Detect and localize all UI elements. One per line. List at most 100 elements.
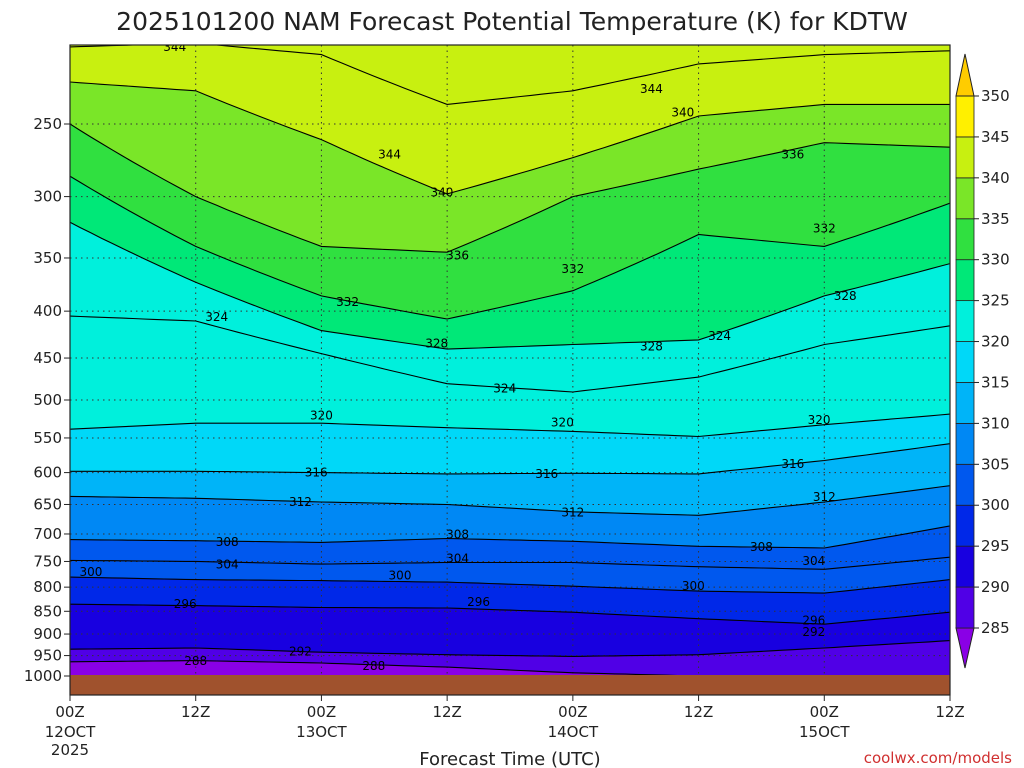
contour-labels: 344 344 344 340 340 336 336 332 332 332 328 328 328 3… xyxy=(79,40,857,673)
colorbar-label: 310 xyxy=(981,414,1010,432)
contour-label: 316 xyxy=(535,467,558,481)
colorbar-label: 325 xyxy=(981,292,1010,310)
x-tick-label: 12Z xyxy=(181,703,210,721)
contour-label: 312 xyxy=(813,490,836,504)
colorbar-label: 320 xyxy=(981,333,1010,351)
y-tick-label: 900 xyxy=(33,625,62,643)
x-tick-label: 00Z xyxy=(307,703,336,721)
contour-label: 340 xyxy=(430,186,453,200)
colorbar-segment-330 xyxy=(955,218,975,261)
x-tick-label: 00Z xyxy=(810,703,839,721)
contour-label: 304 xyxy=(446,551,469,565)
contour-300 xyxy=(70,576,950,594)
colorbar-segment-315 xyxy=(955,341,975,383)
contour-label: 304 xyxy=(216,558,239,572)
contour-label: 304 xyxy=(802,554,825,568)
contour-336 xyxy=(70,123,950,253)
contour-332 xyxy=(70,175,950,320)
y-tick-label: 300 xyxy=(33,188,62,206)
contour-label: 336 xyxy=(781,148,804,162)
colorbar-label: 350 xyxy=(981,87,1010,105)
colorbar-segment-305 xyxy=(955,422,975,465)
chart-title: 2025101200 NAM Forecast Potential Temper… xyxy=(116,7,908,36)
contour-label: 320 xyxy=(310,409,333,423)
contour-label: 312 xyxy=(561,505,584,519)
contour-340 xyxy=(70,81,950,195)
colorbar-segment-300 xyxy=(955,463,975,506)
contour-label: 344 xyxy=(163,40,186,54)
contour-label: 320 xyxy=(551,415,574,429)
x-tick-label: 12Z xyxy=(432,703,461,721)
contour-label: 296 xyxy=(174,597,197,611)
contour-label: 288 xyxy=(184,654,207,668)
fill-band-340 xyxy=(70,45,950,194)
colorbar-segment-335 xyxy=(955,177,975,220)
colorbar-label: 305 xyxy=(981,455,1010,473)
contour-label: 328 xyxy=(834,289,857,303)
x-axis-label: Forecast Time (UTC) xyxy=(419,749,600,768)
contour-label: 324 xyxy=(205,310,228,324)
x-tick-date: 12OCT xyxy=(45,723,96,741)
colorbar-label: 340 xyxy=(981,169,1010,187)
colorbar-label: 335 xyxy=(981,210,1010,228)
contour-label: 308 xyxy=(750,540,773,554)
contour-label: 312 xyxy=(289,495,312,509)
contour-label: 320 xyxy=(808,413,831,427)
contour-label: 308 xyxy=(446,528,469,542)
contour-328 xyxy=(70,221,950,350)
y-tick-label: 950 xyxy=(33,647,62,665)
contour-label: 300 xyxy=(682,579,705,593)
x-tick-label: 00Z xyxy=(55,703,84,721)
colorbar-segment-295 xyxy=(955,504,975,547)
colorbar-segment-320 xyxy=(955,300,975,342)
contour-label: 300 xyxy=(79,565,102,579)
y-tick-label: 650 xyxy=(33,495,62,513)
colorbar-segment-310 xyxy=(955,382,975,424)
contour-296 xyxy=(70,603,950,625)
x-tick-label: 12Z xyxy=(935,703,964,721)
contour-344 xyxy=(70,45,950,105)
x-tick-date: 13OCT xyxy=(296,723,347,741)
contour-label: 288 xyxy=(362,659,385,673)
contour-label: 336 xyxy=(446,249,469,263)
contour-label: 324 xyxy=(708,329,731,343)
colorbar-label: 295 xyxy=(981,537,1010,555)
colorbar-segment-325 xyxy=(955,259,975,302)
y-tick-label: 350 xyxy=(33,249,62,267)
y-tick-label: 250 xyxy=(33,115,62,133)
contour-324 xyxy=(70,315,950,393)
contour-316 xyxy=(70,443,950,475)
x-tick-year: 2025 xyxy=(51,741,89,759)
plot-frame xyxy=(69,44,951,696)
colorbar: 285 290 295 300 305 310 315 320 325 330 335 340 345 3… xyxy=(955,53,1010,669)
contour-label: 296 xyxy=(467,595,490,609)
ground-surface-band xyxy=(70,675,950,695)
y-tick-label: 400 xyxy=(33,302,62,320)
contour-label: 344 xyxy=(640,82,663,96)
contour-label: 296 xyxy=(802,614,825,628)
contour-292 xyxy=(70,640,950,657)
x-tick-date: 14OCT xyxy=(548,723,599,741)
contour-label: 316 xyxy=(305,466,328,480)
contour-label: 324 xyxy=(493,382,516,396)
source-credit: coolwx.com/models xyxy=(864,749,1012,767)
contour-lines xyxy=(70,45,950,677)
contour-label: 332 xyxy=(561,262,584,276)
colorbar-label: 300 xyxy=(981,496,1010,514)
y-tick-label: 550 xyxy=(33,429,62,447)
contour-312 xyxy=(70,485,950,516)
contour-label: 316 xyxy=(781,457,804,471)
contour-label: 292 xyxy=(289,644,312,658)
fill-band-344 xyxy=(70,45,950,105)
colorbar-label: 345 xyxy=(981,128,1010,146)
y-tick-label: 700 xyxy=(33,525,62,543)
contour-label: 340 xyxy=(671,106,694,120)
contour-label: 292 xyxy=(802,625,825,639)
colorbar-lower-extend xyxy=(955,627,975,669)
y-tick-label: 800 xyxy=(33,578,62,596)
contour-label: 328 xyxy=(425,337,448,351)
contour-label: 332 xyxy=(336,295,359,309)
colorbar-label: 330 xyxy=(981,251,1010,269)
y-tick-label: 1000 xyxy=(24,667,62,685)
